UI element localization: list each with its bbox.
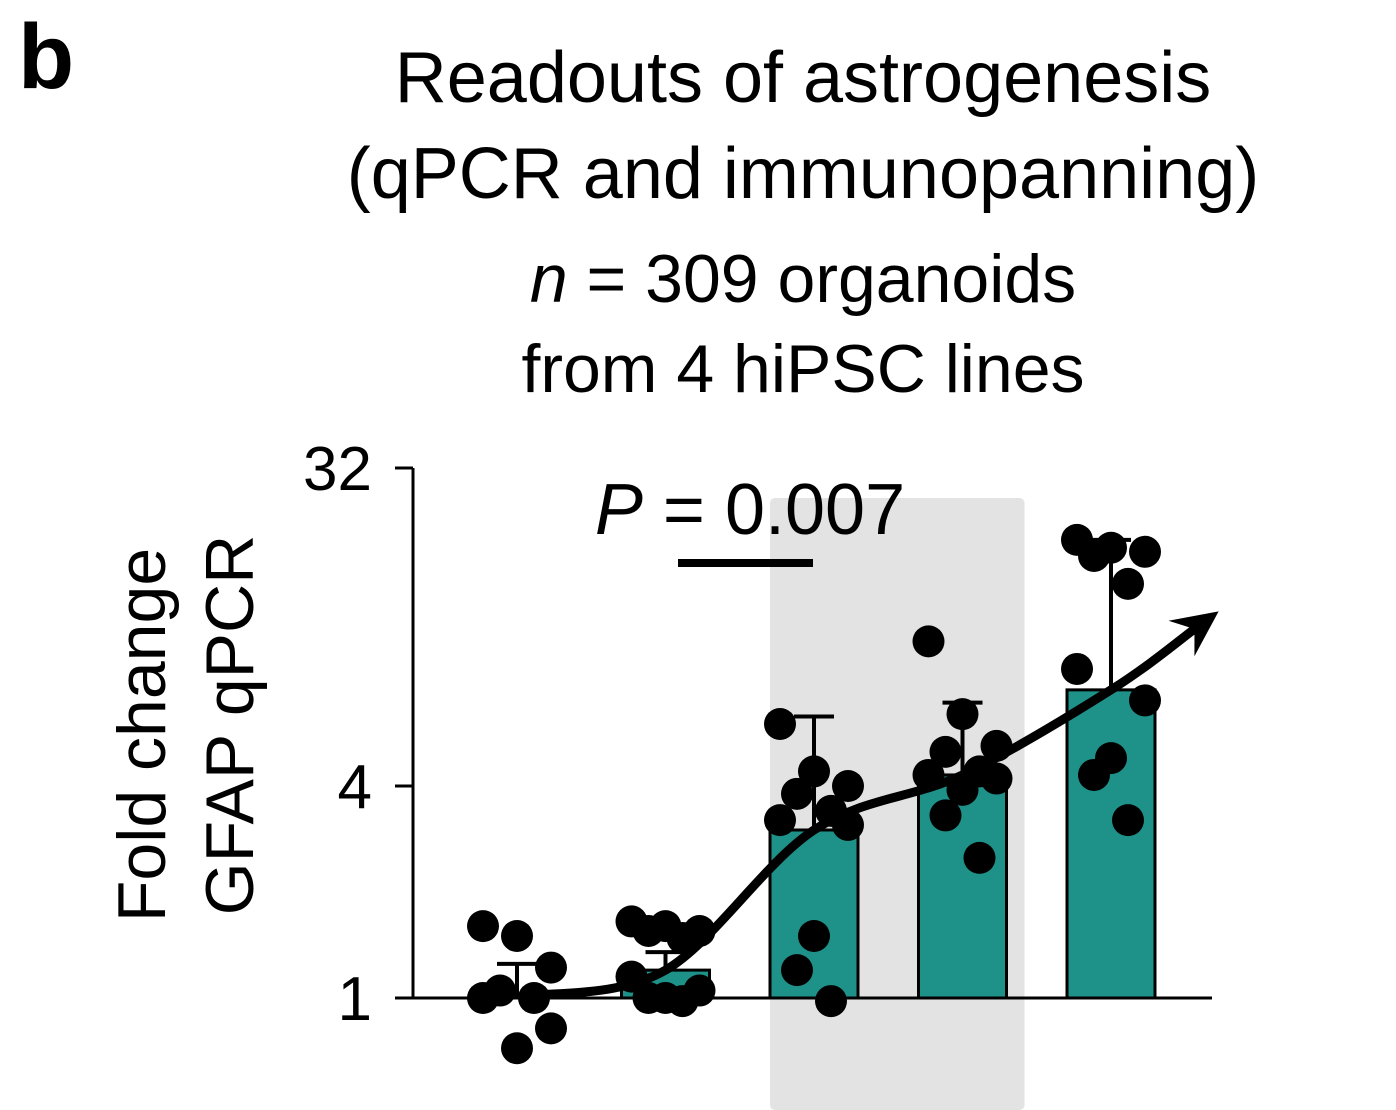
data-point [815,985,847,1018]
data-point [1061,652,1093,685]
data-point [632,914,665,947]
data-point [832,808,864,841]
data-point [1129,535,1161,568]
data-point [798,919,830,952]
data-point [1078,539,1110,572]
subtitle-line2: from 4 hiPSC lines [521,331,1084,407]
data-point [980,762,1013,795]
data-point [467,910,499,943]
p-value-p: P [595,470,643,550]
y-tick-label: 4 [338,753,372,822]
data-point [518,982,550,1014]
data-point [501,1032,533,1065]
data-point [764,707,796,740]
data-point [1129,684,1161,717]
p-value-label: P = 0.007 [595,470,905,550]
data-point [781,954,813,987]
data-point [535,1012,567,1045]
y-axis-label-line1: Fold change [104,548,180,922]
bar [1065,688,1157,1000]
data-point [666,922,699,955]
sample-size-text: = 309 organoids [568,241,1077,317]
data-point [1112,567,1144,600]
data-point [781,777,813,810]
data-point [832,770,864,802]
chart-title-line2: (qPCR and immunopanning) [347,134,1259,214]
data-point [912,625,945,658]
chart-title-line1: Readouts of astrogenesis [395,38,1212,118]
data-point [946,698,979,731]
data-point [615,960,648,993]
data-point [963,841,996,874]
data-point [798,755,830,788]
data-point [946,773,979,806]
y-tick-label: 32 [303,435,372,504]
data-point [929,735,962,768]
p-value-text: = 0.007 [643,470,905,550]
y-axis-label-line2: GFAP qPCR [192,535,268,915]
data-point [1112,804,1144,837]
sample-size-label: n = 309 organoids [530,241,1076,317]
data-point [912,758,945,791]
data-point [632,982,665,1014]
data-point [1078,758,1110,791]
y-tick-label: 1 [338,965,372,1034]
data-point [980,729,1013,762]
trend-curve [522,623,1201,1001]
data-point [535,951,567,984]
data-point [929,799,962,832]
data-point [501,919,533,952]
data-point [764,804,796,837]
trend-arrowhead [1168,611,1219,657]
data-point [666,985,699,1018]
sample-size-n: n [530,241,568,317]
data-point [467,982,499,1014]
panel-label: b [18,6,74,108]
